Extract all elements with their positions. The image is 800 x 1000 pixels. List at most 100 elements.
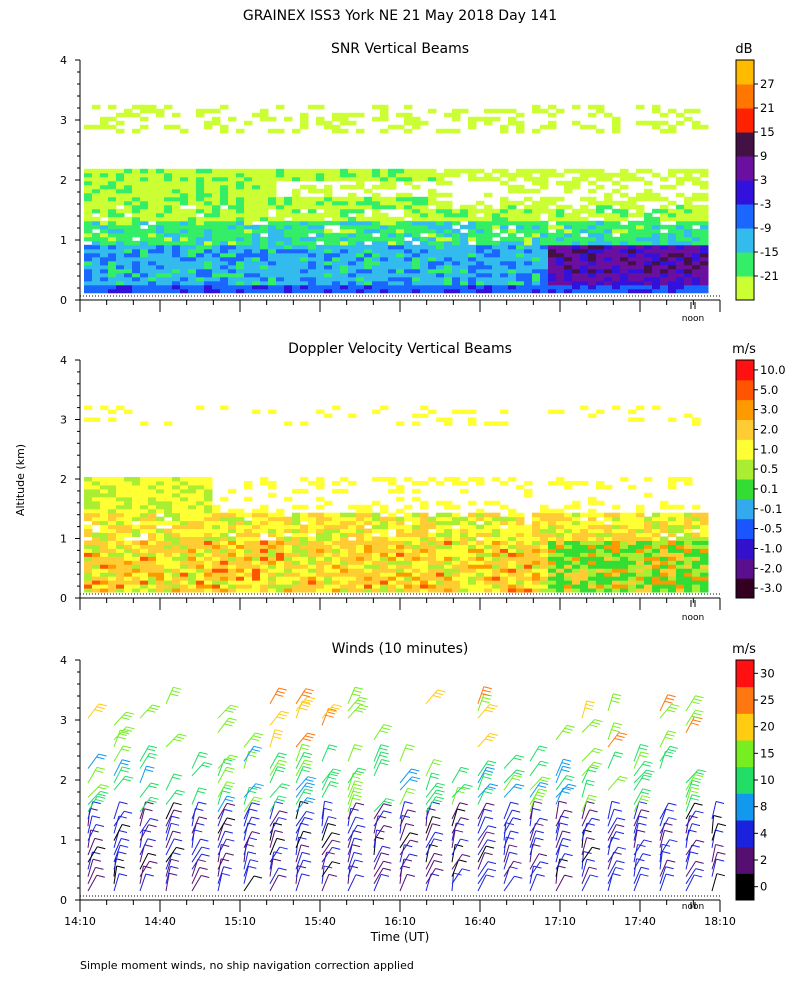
doppler-cell [412,413,421,419]
wind-barb-feather [486,874,495,878]
doppler-cell [204,496,213,502]
snr-cell [244,252,253,258]
wind-barb [321,744,330,762]
doppler-cell [132,488,141,494]
snr-cell [684,240,693,246]
doppler-cell [140,516,149,522]
snr-cell [668,200,677,206]
doppler-cell [596,572,605,577]
snr-cell [180,240,189,246]
snr-cell [196,196,205,202]
snr-cell [556,240,565,246]
snr-cell [460,224,469,230]
doppler-cell [348,584,357,589]
wind-barb-feather [353,794,362,798]
snr-cell [92,172,101,178]
snr-cell [116,276,125,282]
snr-cell [356,212,365,218]
snr-cell [372,116,381,122]
snr-cell [572,252,581,258]
snr-cell [348,256,357,262]
snr-cell [428,172,437,178]
doppler-cell [532,580,541,585]
snr-cell [252,172,261,178]
doppler-cell [220,405,229,411]
snr-cell [108,212,117,218]
doppler-cell [460,480,469,486]
doppler-cell [668,532,677,538]
snr-cell [628,236,637,242]
snr-cell [460,280,469,286]
snr-cell [140,288,149,294]
wind-barb [477,831,487,849]
doppler-cell [116,492,125,498]
snr-cell [516,288,525,294]
wind-barb [87,753,100,769]
snr-cell [196,200,205,206]
doppler-cell [436,556,445,561]
snr-cell [292,276,301,282]
doppler-cell [228,512,237,518]
snr-cell [100,192,109,198]
doppler-cell [196,405,205,411]
snr-cell [476,248,485,254]
snr-cell [116,252,125,258]
snr-cell [652,108,661,114]
snr-cell [196,244,205,250]
snr-cell [316,244,325,250]
doppler-cell [380,564,389,569]
snr-cell [244,284,253,290]
snr-cell [476,244,485,250]
snr-cell [492,260,501,266]
wind-barb [165,838,175,856]
snr-cell [476,236,485,242]
wind-barb-feather [250,859,259,863]
snr-cell [252,280,261,286]
doppler-cell [252,540,261,545]
snr-cell [140,104,149,110]
snr-cell [628,244,637,250]
wind-barb [425,832,436,849]
snr-cell [100,232,109,238]
snr-cell [620,208,629,214]
snr-cell [188,236,197,242]
snr-cell [420,168,429,174]
snr-cell [388,284,397,290]
snr-cell [156,228,165,234]
snr-cell [476,208,485,214]
doppler-cell [164,484,173,490]
snr-cell [140,276,149,282]
snr-cell [252,232,261,238]
doppler-cell [516,552,525,557]
doppler-cell [604,516,613,522]
snr-cell [332,128,341,134]
snr-cell [428,220,437,226]
doppler-cell [444,576,453,581]
snr-cell [260,192,269,198]
wind-barb-feather [251,802,260,806]
doppler-cell [396,496,405,502]
snr-cell [364,188,373,194]
snr-cell [108,216,117,222]
snr-cell [396,280,405,286]
snr-cell [628,204,637,210]
doppler-cell [188,576,197,581]
snr-cell [316,200,325,206]
doppler-cell [332,584,341,589]
snr-cell [156,172,165,178]
snr-cell [404,128,413,134]
snr-cell [332,244,341,250]
snr-cell [124,112,133,118]
snr-cell [340,204,349,210]
snr-cell [348,228,357,234]
doppler-cell [268,532,277,538]
snr-cell [484,276,493,282]
doppler-cell [548,516,557,522]
doppler-cell [372,540,381,545]
wind-barb-feather [298,836,307,840]
snr-cell [156,232,165,238]
snr-cell [180,176,189,182]
snr-cell [468,252,477,258]
snr-cell [412,120,421,126]
snr-cell [228,240,237,246]
